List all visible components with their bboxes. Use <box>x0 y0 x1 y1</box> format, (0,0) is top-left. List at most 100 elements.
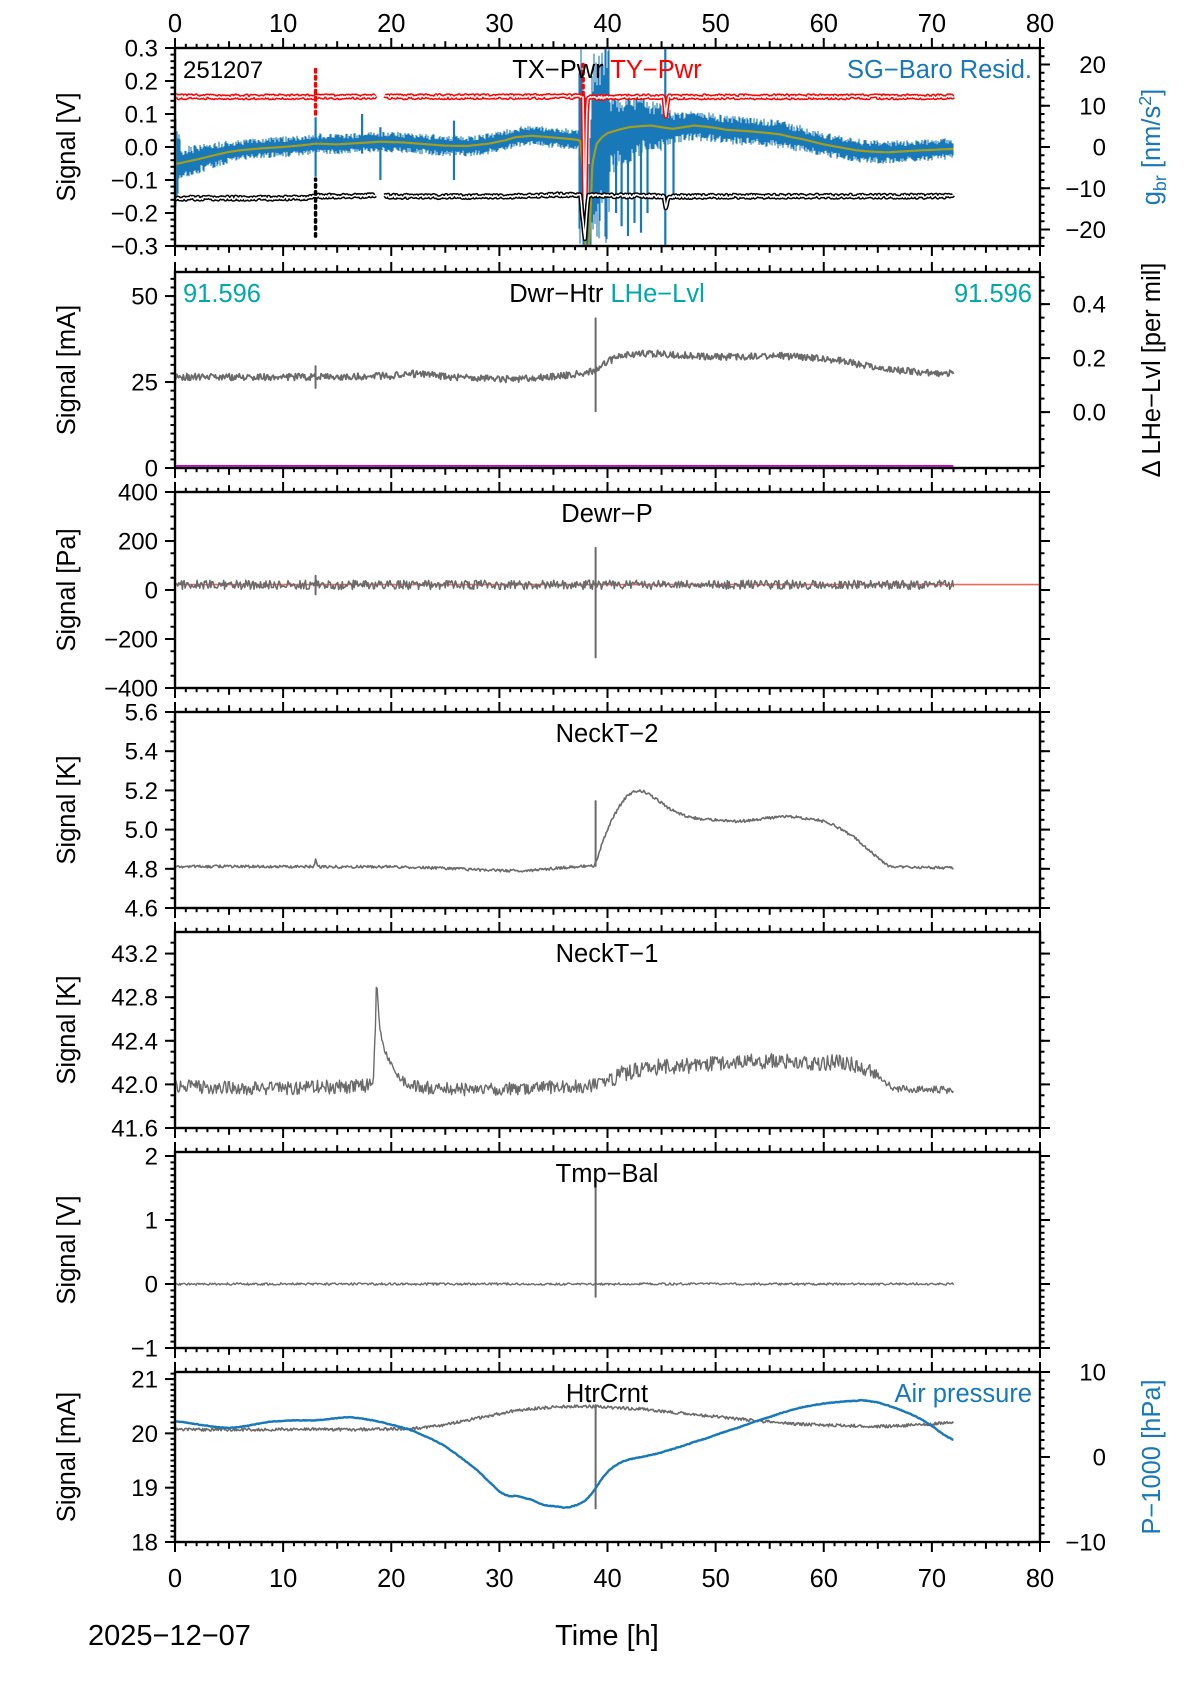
left-tick-label-41.6: 41.6 <box>111 1116 158 1143</box>
panel-dewr-p-panel-title-dewr-p: Dewr−P <box>561 500 652 528</box>
panel-neckt1-left-axis: 43.2 42.8 42.4 42.0 41.6 <box>111 941 175 1143</box>
right-tick-label-10: 10 <box>1079 1360 1106 1387</box>
left-tick-label-400: 400 <box>118 480 158 507</box>
right-tick-label-0.4: 0.4 <box>1073 292 1106 319</box>
panel-dwr-htr-right-axis-title: Δ LHe−Lvl [per mil] <box>1138 263 1166 478</box>
x-tick-label-top-70: 70 <box>918 10 946 38</box>
panel-neckt1-plot-area <box>176 986 955 1097</box>
panel-pwr-baro-left-axis-title: Signal [V] <box>53 92 81 201</box>
panel-pwr-baro-plot-area <box>176 49 955 245</box>
left-tick-label-4.8: 4.8 <box>125 856 158 883</box>
panel-pwr-baro-day-label: 251207 <box>183 57 263 84</box>
panel-neckt2-left-axis: 5.6 5.4 5.2 5.0 4.8 4.6 <box>125 700 175 923</box>
left-tick-label-1: 1 <box>145 1208 158 1235</box>
x-axis-title: Time [h] <box>555 1620 659 1652</box>
left-tick-label-42.4: 42.4 <box>111 1028 158 1055</box>
left-tick-label-−0.1: −0.1 <box>111 168 158 195</box>
panel-dewr-p-left-axis-title: Signal [Pa] <box>53 528 81 651</box>
left-tick-label-0: 0 <box>145 578 158 605</box>
left-tick-label-42.0: 42.0 <box>111 1072 158 1099</box>
left-tick-label-0.0: 0.0 <box>125 135 158 162</box>
x-tick-label-top-40: 40 <box>593 10 621 38</box>
series-air-pressure-signal <box>176 1398 954 1509</box>
series-dwr-htr-current <box>176 349 955 384</box>
panel-tmp-bal: 2 1 0 −1 Signal [V] Tmp−Bal <box>53 1142 1050 1363</box>
series-tmp-bal-signal <box>176 1282 955 1286</box>
panel-neckt2-panel-title-neckt2: NeckT−2 <box>556 720 659 748</box>
panel-htrcrnt-plot-area <box>176 1398 954 1510</box>
date-label: 2025−12−07 <box>88 1620 251 1652</box>
panel-tmp-bal-plot-area <box>176 1177 955 1298</box>
right-tick-label-0.0: 0.0 <box>1073 400 1106 427</box>
panel-neckt2-x-ticks <box>174 702 1041 918</box>
left-tick-label-200: 200 <box>118 529 158 556</box>
left-tick-label-0.1: 0.1 <box>125 102 158 129</box>
panel-neckt2-right-axis <box>1040 711 1050 909</box>
panel-dwr-htr-plot-area <box>176 317 955 467</box>
right-tick-label-0.2: 0.2 <box>1073 346 1106 373</box>
x-tick-label-bottom-80: 80 <box>1026 1565 1054 1593</box>
left-tick-label-5.4: 5.4 <box>125 739 158 766</box>
panel-tmp-bal-panel-title-tmp-bal: Tmp−Bal <box>556 1160 659 1188</box>
panel-tmp-bal-right-axis <box>1040 1155 1050 1349</box>
panel-pwr-baro-legend-tx-ty: TX−Pwr TY−Pwr <box>512 56 702 84</box>
left-tick-label-0: 0 <box>145 1272 158 1299</box>
panel-pwr-baro-right-axis: 20 10 0 −10 −20 <box>1040 47 1106 247</box>
left-tick-label-4.6: 4.6 <box>125 896 158 923</box>
left-tick-label-−200: −200 <box>104 627 158 654</box>
left-tick-label-5.2: 5.2 <box>125 778 158 805</box>
series-htr-crnt-signal <box>176 1404 954 1432</box>
panel-htrcrnt-panel-title-htrcrnt: HtrCrnt <box>566 1380 648 1408</box>
left-tick-label-25: 25 <box>131 370 158 397</box>
left-tick-label-−0.3: −0.3 <box>111 234 158 261</box>
panel-pwr-baro-right-axis-title: gbr [nm/s2] <box>1135 89 1170 206</box>
left-tick-label-0.2: 0.2 <box>125 69 158 96</box>
x-tick-label-top-10: 10 <box>269 10 297 38</box>
panel-htrcrnt-left-axis: 21 20 19 18 <box>131 1367 175 1557</box>
left-tick-label-2: 2 <box>145 1144 158 1171</box>
series-neckt1-signal <box>176 986 955 1097</box>
panel-neckt1-panel-title-neckt1: NeckT−1 <box>556 940 659 968</box>
panel-dwr-htr-right-axis: 0.4 0.2 0.0 <box>1040 276 1106 468</box>
right-tick-label-−10: −10 <box>1065 1530 1106 1557</box>
left-tick-label-0.3: 0.3 <box>125 36 158 63</box>
x-tick-label-bottom-70: 70 <box>918 1565 946 1593</box>
x-tick-label-top-80: 80 <box>1026 10 1054 38</box>
left-tick-label-19: 19 <box>131 1475 158 1502</box>
panel-dwr-htr-lhe-level-start-value: 91.596 <box>183 280 261 308</box>
panel-neckt1: 43.2 42.8 42.4 42.0 41.6 Signal [K] NeckT−1 <box>53 922 1050 1143</box>
panel-dwr-htr-x-ticks <box>174 262 1041 478</box>
panel-tmp-bal-left-axis: 2 1 0 −1 <box>131 1144 175 1363</box>
panel-dewr-p-right-axis <box>1040 491 1050 689</box>
left-tick-label-42.8: 42.8 <box>111 985 158 1012</box>
right-tick-label-−20: −20 <box>1065 217 1106 244</box>
right-tick-label-20: 20 <box>1079 52 1106 79</box>
series-neckt2-signal <box>176 789 954 873</box>
right-tick-label-−10: −10 <box>1065 176 1106 203</box>
left-tick-label-−1: −1 <box>131 1336 158 1363</box>
x-tick-label-bottom-50: 50 <box>701 1565 729 1593</box>
panel-neckt1-left-axis-title: Signal [K] <box>53 975 81 1084</box>
panel-dewr-p-x-ticks <box>174 482 1041 698</box>
panel-dwr-htr-lhe-level-end-value: 91.596 <box>954 280 1032 308</box>
panel-tmp-bal-left-axis-title: Signal [V] <box>53 1195 81 1304</box>
panel-htrcrnt-right-axis: 10 0 −10 <box>1040 1360 1106 1557</box>
right-tick-label-10: 10 <box>1079 93 1106 120</box>
left-tick-label-20: 20 <box>131 1421 158 1448</box>
panel-dwr-htr-left-axis-title: Signal [mA] <box>53 305 81 435</box>
x-tick-label-top-0: 0 <box>168 10 182 38</box>
panel-neckt2: 5.6 5.4 5.2 5.0 4.8 4.6 Signal [K] NeckT−2 <box>53 700 1050 923</box>
left-tick-label-0: 0 <box>145 456 158 483</box>
right-tick-label-0: 0 <box>1093 1445 1106 1472</box>
panel-dwr-htr-legend-dwrhtr-lhe: Dwr−Htr LHe−Lvl <box>509 280 705 308</box>
panel-htrcrnt-x-ticks <box>174 1362 1041 1552</box>
x-tick-label-top-20: 20 <box>377 10 405 38</box>
left-tick-label-21: 21 <box>131 1367 158 1394</box>
panel-htrcrnt-legend-air-pressure: Air pressure <box>895 1380 1032 1408</box>
right-tick-label-0: 0 <box>1093 135 1106 162</box>
left-tick-label-5.6: 5.6 <box>125 700 158 727</box>
panel-neckt2-plot-area <box>176 789 954 873</box>
series-ty-pwr <box>176 93 955 239</box>
panel-htrcrnt-right-axis-title: P−1000 [hPa] <box>1138 1379 1166 1534</box>
